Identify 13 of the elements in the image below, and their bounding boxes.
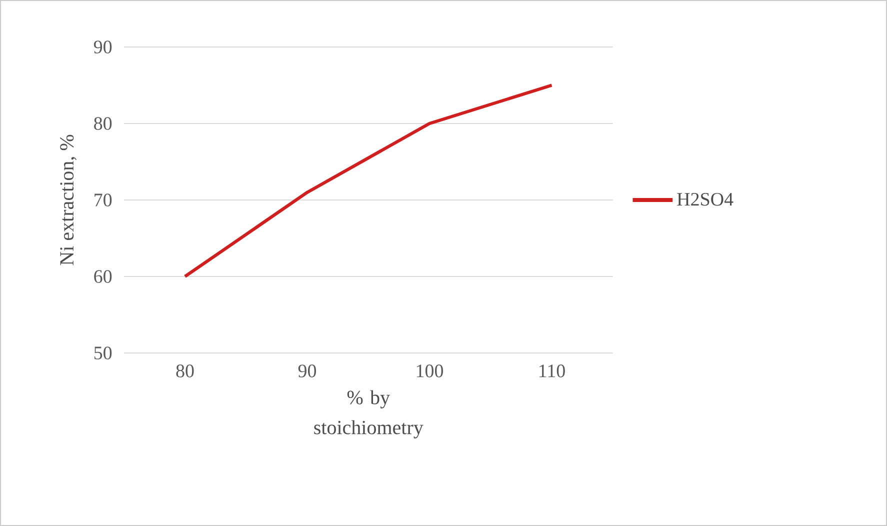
line-series bbox=[183, 84, 554, 278]
x-axis-title: % by stoichiometry bbox=[314, 390, 424, 438]
y-tick-label: 70 bbox=[94, 194, 112, 206]
x-tick-label: 90 bbox=[298, 364, 316, 378]
x-tick-label: 80 bbox=[176, 364, 194, 378]
y-axis-title: Ni extraction, % bbox=[60, 134, 76, 266]
y-tick-label: 60 bbox=[94, 270, 112, 283]
y-tick-label: 90 bbox=[94, 40, 112, 54]
x-tick-label: 110 bbox=[540, 364, 565, 378]
y-tick-label: 80 bbox=[94, 117, 112, 130]
y-tick-label: 50 bbox=[94, 346, 112, 360]
x-tick-label: 100 bbox=[416, 364, 444, 378]
legend-label: H2SO4 bbox=[677, 192, 734, 206]
